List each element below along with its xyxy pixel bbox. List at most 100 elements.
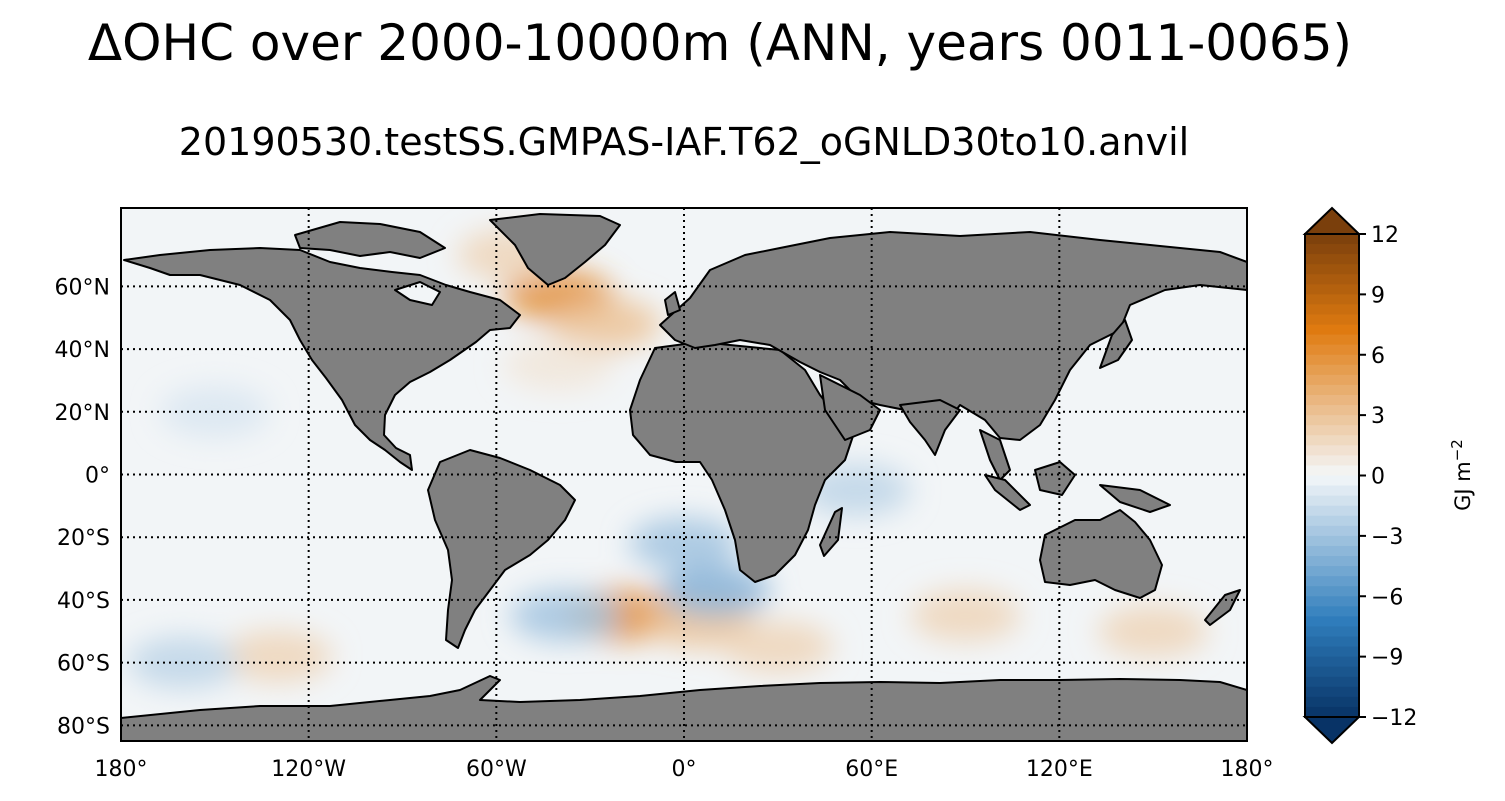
colorbar-step <box>1305 475 1359 487</box>
colorbar-extend-min <box>1302 716 1362 745</box>
land-south-america <box>427 449 576 649</box>
land-india <box>899 399 961 456</box>
lat-tick-label: 40°S <box>57 589 110 614</box>
colorbar-step <box>1305 596 1359 607</box>
anomaly-patch <box>128 636 239 689</box>
anomaly-patch <box>159 385 270 438</box>
colorbar-step <box>1305 485 1359 497</box>
land-australia <box>1039 509 1163 599</box>
colorbar-step <box>1305 425 1359 436</box>
colorbar-step <box>1305 576 1359 587</box>
hudson-bay <box>394 281 441 306</box>
anomaly-patch <box>550 298 661 351</box>
colorbar-step <box>1305 455 1359 467</box>
lon-tick-label: 120°E <box>1026 757 1093 782</box>
colorbar-step <box>1305 445 1359 456</box>
colorbar-step <box>1305 556 1359 567</box>
lon-tick-labels: 180° 120°W 60°W 0° 60°E 120°E 180° <box>95 757 1274 782</box>
map-frame <box>120 207 1248 742</box>
colorbar-step <box>1305 264 1359 275</box>
lat-tick-labels: 60°N 40°N 20°N 0° 20°S 40°S 60°S 80°S <box>55 275 110 739</box>
colorbar-step <box>1305 666 1359 678</box>
colorbar-tick-label: −6 <box>1371 585 1403 610</box>
land-greenland <box>489 213 621 286</box>
land-arabia <box>819 374 881 441</box>
lon-tick-label: 120°W <box>271 757 346 782</box>
colorbar-step <box>1305 354 1359 366</box>
anomaly-patch <box>510 589 621 642</box>
colorbar-step <box>1305 244 1359 255</box>
colorbar-tick-label: 12 <box>1371 223 1399 248</box>
colorbar-step <box>1305 284 1359 295</box>
anomaly-patch <box>629 517 739 570</box>
colorbar-step <box>1305 465 1359 477</box>
lon-tick-label: 60°E <box>845 757 898 782</box>
colorbar-step <box>1305 274 1359 285</box>
colorbar-step <box>1305 566 1359 577</box>
colorbar-step <box>1305 706 1359 718</box>
lat-tick-label: 60°N <box>55 275 110 300</box>
colorbar-step <box>1305 304 1359 316</box>
chart-title: ΔOHC over 2000-10000m (ANN, years 0011-0… <box>87 14 1353 72</box>
colorbar-step <box>1305 364 1359 376</box>
anomaly-patch <box>722 620 833 673</box>
colorbar-step <box>1305 676 1359 688</box>
land-antarctica <box>121 675 1247 741</box>
lat-tick-label: 20°N <box>55 401 110 426</box>
colorbar-step <box>1305 586 1359 597</box>
colorbar-tick-label: 9 <box>1371 283 1385 308</box>
colorbar-step <box>1305 324 1359 336</box>
land-new-guinea <box>1099 484 1171 513</box>
colorbar-step <box>1305 505 1359 517</box>
lat-tick-label: 80°S <box>57 714 110 739</box>
anomaly-patch <box>660 564 771 617</box>
colorbar-step <box>1305 435 1359 446</box>
land-borneo <box>1034 461 1076 496</box>
colorbar-step <box>1305 545 1359 557</box>
colorbar-step <box>1305 334 1359 346</box>
colorbar-step <box>1305 495 1359 507</box>
colorbar-step <box>1305 415 1359 426</box>
colorbar-step <box>1305 626 1359 638</box>
anomaly-patch <box>910 589 1021 642</box>
lon-tick-label: 180° <box>1221 757 1274 782</box>
colorbar-tick-label: −12 <box>1371 706 1417 731</box>
colorbar-step <box>1305 384 1359 396</box>
lat-tick-label: 20°S <box>57 526 110 551</box>
colorbar-tick-label: −9 <box>1371 646 1403 671</box>
chart-subtitle: 20190530.testSS.GMPAS-IAF.T62_oGNLD30to1… <box>178 120 1190 164</box>
land-africa <box>629 341 856 583</box>
lon-tick-label: 180° <box>95 757 148 782</box>
land-madagascar <box>819 507 843 557</box>
anomaly-field <box>128 229 1209 689</box>
gridlines <box>121 208 1247 741</box>
colorbar-step <box>1305 294 1359 306</box>
colorbar-step <box>1305 254 1359 265</box>
colorbar-step <box>1305 696 1359 708</box>
colorbar-step <box>1305 535 1359 547</box>
land-new-zealand <box>1204 589 1241 626</box>
anomaly-patch <box>222 630 333 683</box>
lat-tick-label: 0° <box>85 464 110 489</box>
colorbar-step <box>1305 395 1359 406</box>
colorbar-step <box>1305 314 1359 326</box>
colorbar-extend-max <box>1302 206 1362 235</box>
colorbar-tick-label: −3 <box>1371 525 1403 550</box>
colorbar-step <box>1305 616 1359 628</box>
land-arctic-islands <box>294 221 446 259</box>
colorbar: 12 9 6 3 0 −3 −6 −9 −12 GJ m−2 <box>1302 206 1475 745</box>
colorbar-step <box>1305 656 1359 668</box>
colorbar-step <box>1305 515 1359 527</box>
map-panel <box>121 208 1247 741</box>
lon-tick-label: 0° <box>672 757 697 782</box>
colorbar-tick-label: 0 <box>1371 465 1385 490</box>
colorbar-step <box>1305 344 1359 356</box>
lat-tick-label: 60°S <box>57 652 110 677</box>
colorbar-step <box>1305 686 1359 698</box>
colorbar-tick-label: 3 <box>1371 404 1385 429</box>
colorbar-step <box>1305 234 1359 245</box>
lat-tick-label: 40°N <box>55 338 110 363</box>
colorbar-tick-label: 6 <box>1371 344 1385 369</box>
colorbar-step <box>1305 606 1359 617</box>
